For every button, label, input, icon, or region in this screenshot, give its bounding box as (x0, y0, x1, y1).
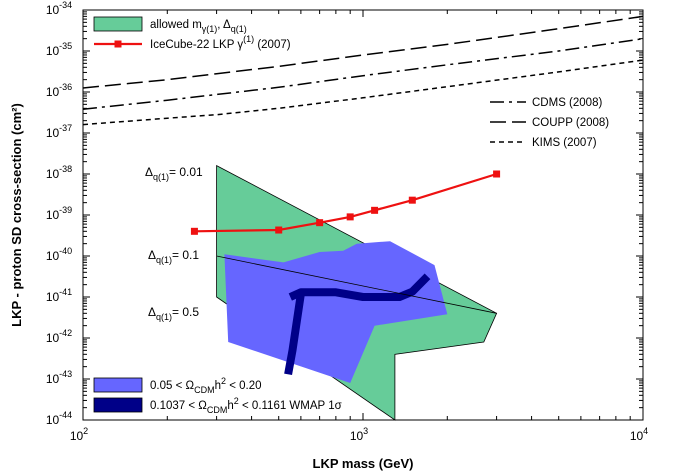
series-marker-0-3 (346, 213, 354, 221)
legend-allowed-swatch (93, 16, 143, 32)
series-layer (82, 15, 644, 235)
boundary-line-delta-01 (216, 255, 497, 314)
legend-right-label-1: COUPP (2008) (532, 117, 609, 129)
wmap-band-1 (284, 293, 305, 376)
legend-bottom-swatch-0 (93, 377, 143, 393)
legend-allowed-label: allowed mγ(1), Δq(1) (150, 19, 247, 34)
y-tick-label-9: 10-43 (46, 369, 72, 386)
y-tick-label-5: 10-39 (46, 205, 72, 222)
legend-icecube-label: IceCube-22 LKP γ(1) (2007) (150, 34, 291, 51)
legend-bottom-swatch-1 (93, 397, 143, 413)
ticks-layer: 102 103 104 10-34 10-35 10-36 10-37 10-38 10-39 1… (46, 0, 648, 443)
wmap-band-0 (288, 273, 431, 301)
region-1 (224, 241, 448, 383)
series-line-3 (82, 59, 644, 126)
legend-layer: allowed mγ(1), Δq(1)IceCube-22 LKP γ(1) … (93, 16, 609, 415)
x-tick-label-1: 103 (350, 426, 368, 443)
series-marker-0-2 (316, 219, 324, 227)
legend-bottom-label-1: 0.1037 < ΩCDMh2 < 0.1161 WMAP 1σ (150, 396, 342, 415)
y-tick-label-6: 10-40 (46, 246, 72, 263)
series-marker-0-0 (190, 227, 198, 235)
delta-annotation-0: Δq(1)= 0.01 (145, 165, 203, 182)
legend-right-label-0: CDMS (2008) (532, 97, 602, 109)
legend-bottom-label-0: 0.05 < ΩCDMh2 < 0.20 (150, 376, 262, 395)
legend-icecube-marker (114, 40, 122, 48)
y-axis-title: LKP - proton SD cross-section (cm²) (9, 103, 24, 327)
x-tick-label-2: 104 (630, 426, 648, 443)
y-tick-label-4: 10-38 (46, 164, 72, 181)
y-tick-label-7: 10-41 (46, 287, 72, 304)
series-marker-0-6 (493, 170, 501, 178)
legend-right-label-2: KIMS (2007) (532, 137, 597, 149)
y-tick-label-10: 10-44 (46, 410, 72, 427)
series-line-2 (82, 15, 644, 89)
annotations-layer: Δq(1)= 0.01 Δq(1)= 0.1 Δq(1)= 0.5 (145, 165, 203, 322)
series-marker-0-5 (408, 196, 416, 204)
series-marker-0-4 (371, 206, 379, 214)
y-tick-label-2: 10-36 (46, 82, 72, 99)
x-tick-label-0: 102 (70, 426, 88, 443)
y-tick-label-1: 10-35 (46, 41, 72, 58)
y-tick-label-3: 10-37 (46, 123, 72, 140)
y-tick-label-8: 10-42 (46, 328, 72, 345)
series-line-1 (82, 37, 644, 110)
delta-annotation-1: Δq(1)= 0.1 (148, 248, 199, 265)
x-axis-title: LKP mass (GeV) (313, 456, 414, 471)
y-tick-label-0: 10-34 (46, 0, 72, 17)
delta-annotation-2: Δq(1)= 0.5 (148, 305, 199, 322)
series-marker-0-1 (275, 226, 283, 234)
